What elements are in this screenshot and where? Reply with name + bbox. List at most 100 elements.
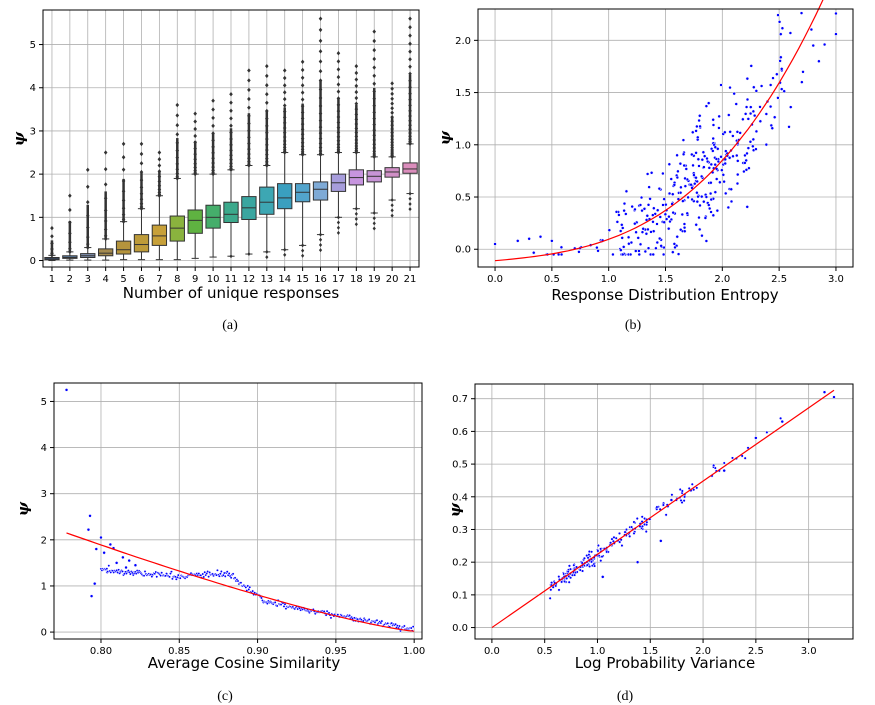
xtick-label: 0.95 xyxy=(325,646,347,657)
flier xyxy=(372,216,376,221)
flier xyxy=(318,49,323,54)
axes-frame-c xyxy=(53,382,423,640)
data-point xyxy=(776,96,780,100)
data-point xyxy=(601,575,605,579)
data-point xyxy=(799,11,804,15)
yticks-b: 0.0 0.5 1.0 1.5 2.0 xyxy=(455,36,478,256)
data-point xyxy=(207,575,211,579)
data-point xyxy=(705,156,709,161)
flier xyxy=(211,107,215,112)
flier xyxy=(282,75,287,81)
data-point xyxy=(779,67,784,71)
data-point xyxy=(649,171,654,175)
flier xyxy=(247,68,251,73)
flier xyxy=(354,63,359,69)
flier xyxy=(50,225,54,231)
data-point xyxy=(121,555,125,560)
data-point xyxy=(718,180,722,185)
data-point xyxy=(746,446,750,450)
flier xyxy=(121,167,126,172)
xtick-label: 2.0 xyxy=(695,646,711,657)
data-point xyxy=(635,560,640,564)
xtick-label: 13 xyxy=(260,274,273,285)
data-point xyxy=(682,163,686,168)
data-point xyxy=(745,76,750,81)
data-point xyxy=(620,223,624,227)
caption-d: (d) xyxy=(617,689,634,704)
flier xyxy=(157,163,162,168)
data-point xyxy=(680,212,685,217)
flier xyxy=(336,225,341,230)
data-point xyxy=(621,252,625,257)
data-point xyxy=(624,212,628,216)
ylabel-d: ψ xyxy=(446,502,464,517)
data-point xyxy=(527,237,531,241)
data-point xyxy=(585,563,589,567)
data-point xyxy=(662,197,666,201)
xlabel-c: Average Cosine Similarity xyxy=(148,654,341,672)
data-point xyxy=(628,252,633,257)
data-point xyxy=(348,614,352,617)
data-point xyxy=(655,222,659,226)
data-point xyxy=(248,585,252,589)
xtick-label: 1.00 xyxy=(403,646,425,657)
data-point xyxy=(743,112,748,116)
data-point xyxy=(657,236,662,241)
data-point xyxy=(275,604,279,608)
data-point xyxy=(707,203,711,207)
data-point xyxy=(651,220,655,224)
flier xyxy=(300,75,305,80)
data-point xyxy=(596,549,600,553)
data-point xyxy=(651,252,655,257)
data-point xyxy=(717,126,721,130)
data-point xyxy=(569,576,573,580)
flier xyxy=(175,122,180,128)
data-point xyxy=(121,569,124,573)
flier xyxy=(229,116,233,121)
data-point xyxy=(86,527,91,532)
data-point xyxy=(133,563,138,567)
points-c xyxy=(64,388,415,633)
data-point xyxy=(550,239,554,243)
data-point xyxy=(719,155,723,159)
ytick-label: 0.4 xyxy=(452,492,468,503)
data-point xyxy=(622,208,626,213)
data-point xyxy=(684,167,689,171)
ytick-label: 0.0 xyxy=(452,623,468,634)
data-point xyxy=(720,168,724,172)
data-point xyxy=(127,558,131,563)
data-point xyxy=(671,210,675,215)
data-point xyxy=(732,91,736,96)
data-point xyxy=(236,579,240,583)
data-point xyxy=(402,624,406,628)
data-point xyxy=(655,240,660,245)
data-point xyxy=(683,184,688,188)
data-point xyxy=(612,535,616,539)
flier xyxy=(157,157,162,162)
data-point xyxy=(610,537,614,541)
data-point xyxy=(809,27,814,32)
data-point xyxy=(745,97,750,102)
flier xyxy=(408,207,412,212)
data-point xyxy=(551,585,555,589)
data-point xyxy=(711,123,716,127)
data-point xyxy=(746,117,751,121)
data-point xyxy=(683,176,687,181)
data-point xyxy=(671,192,675,196)
data-point xyxy=(623,530,627,534)
data-point xyxy=(659,539,663,543)
data-point xyxy=(700,233,704,238)
flier xyxy=(336,230,341,235)
ylabel-c: ψ xyxy=(14,501,32,516)
xtick-label: 1.0 xyxy=(601,274,617,285)
data-point xyxy=(680,489,684,493)
ytick-label: 0 xyxy=(30,256,36,267)
data-point xyxy=(572,563,576,567)
data-point xyxy=(168,575,171,579)
data-point xyxy=(622,201,627,206)
data-point xyxy=(716,159,721,164)
data-point xyxy=(694,223,698,227)
data-point xyxy=(620,544,624,548)
data-point xyxy=(108,542,113,547)
